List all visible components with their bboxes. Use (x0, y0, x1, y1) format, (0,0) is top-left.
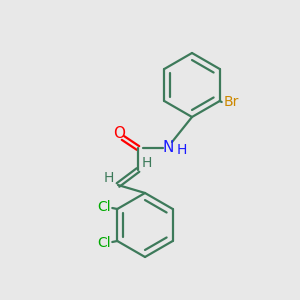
Text: H: H (177, 143, 188, 157)
Text: H: H (142, 156, 152, 170)
Text: Cl: Cl (98, 200, 111, 214)
Text: O: O (113, 125, 125, 140)
Text: Br: Br (224, 95, 239, 109)
Text: Cl: Cl (98, 236, 111, 250)
Text: H: H (104, 171, 114, 185)
Text: N: N (162, 140, 174, 155)
